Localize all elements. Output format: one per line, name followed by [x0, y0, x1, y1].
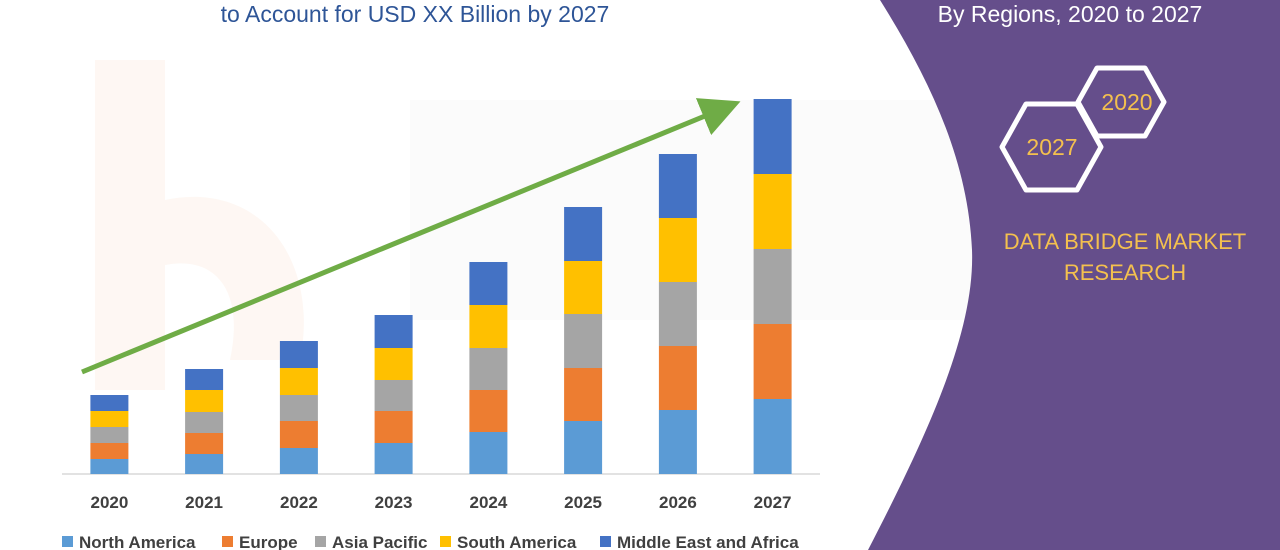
legend-swatch-europe	[222, 536, 233, 547]
bar-segment-2025-north-america	[564, 421, 603, 474]
bar-segment-2024-middle-east-and-africa	[469, 262, 508, 305]
bar-segment-2024-asia-pacific	[469, 348, 508, 390]
bar-segment-2026-south-america	[658, 218, 697, 282]
bar-segment-2021-north-america	[185, 454, 224, 474]
legend-label-asia-pacific: Asia Pacific	[332, 533, 427, 550]
bar-segment-2022-north-america	[279, 448, 318, 474]
x-tick-label-2023: 2023	[375, 493, 413, 512]
bar-stack-group	[90, 99, 792, 474]
badge-2020-label: 2020	[1101, 89, 1152, 115]
bar-segment-2020-south-america	[90, 411, 129, 427]
bar-segment-2020-europe	[90, 443, 129, 459]
legend-swatch-south-america	[440, 536, 451, 547]
legend-label-europe: Europe	[239, 533, 298, 550]
x-tick-labels: 2020 2021 2022 2023 2024 2025 2026 2027	[90, 493, 791, 512]
bar-segment-2021-asia-pacific	[185, 412, 224, 433]
bar-segment-2023-south-america	[374, 348, 413, 380]
x-tick-label-2024: 2024	[469, 493, 507, 512]
bar-segment-2022-europe	[279, 421, 318, 448]
bar-segment-2021-europe	[185, 433, 224, 454]
bar-segment-2027-south-america	[753, 174, 792, 249]
bar-segment-2022-south-america	[279, 368, 318, 395]
legend-swatch-asia-pacific	[315, 536, 326, 547]
bar-segment-2025-asia-pacific	[564, 314, 603, 368]
bar-segment-2020-middle-east-and-africa	[90, 395, 129, 411]
bar-segment-2021-south-america	[185, 390, 224, 412]
bar-segment-2027-middle-east-and-africa	[753, 99, 792, 174]
bar-segment-2023-europe	[374, 411, 413, 443]
x-tick-label-2020: 2020	[90, 493, 128, 512]
x-tick-label-2027: 2027	[754, 493, 792, 512]
chart-legend: North America Europe Asia Pacific South Ame…	[62, 533, 799, 550]
legend-label-south-america: South America	[457, 533, 577, 550]
trend-arrow	[81, 98, 741, 375]
bar-segment-2025-middle-east-and-africa	[564, 207, 603, 261]
bar-segment-2026-middle-east-and-africa	[658, 154, 697, 218]
legend-label-middle-east-and-africa: Middle East and Africa	[617, 533, 799, 550]
bar-segment-2025-south-america	[564, 261, 603, 314]
x-tick-label-2026: 2026	[659, 493, 697, 512]
bar-segment-2022-middle-east-and-africa	[279, 341, 318, 368]
bar-segment-2027-asia-pacific	[753, 249, 792, 324]
bar-segment-2020-north-america	[90, 459, 129, 474]
hexagon-badge-2027	[999, 101, 1104, 193]
bar-segment-2024-south-america	[469, 305, 508, 348]
legend-swatch-middle-east-and-africa	[600, 536, 611, 547]
bar-segment-2023-north-america	[374, 443, 413, 474]
bar-segment-2026-asia-pacific	[658, 282, 697, 346]
badge-2027-label: 2027	[1026, 134, 1077, 160]
panel-subtitle: By Regions, 2020 to 2027	[937, 1, 1203, 27]
watermark-logo	[95, 60, 304, 390]
side-panel	[868, 0, 1280, 550]
bar-segment-2024-north-america	[469, 432, 508, 474]
brand-name: DATA BRIDGE MARKET RESEARCH	[1003, 229, 1247, 285]
bar-segment-2023-middle-east-and-africa	[374, 315, 413, 348]
bar-segment-2025-europe	[564, 368, 603, 421]
bar-segment-2021-middle-east-and-africa	[185, 369, 224, 390]
bar-segment-2024-europe	[469, 390, 508, 432]
bar-segment-2027-north-america	[753, 399, 792, 474]
bar-segment-2027-europe	[753, 324, 792, 399]
x-tick-label-2021: 2021	[185, 493, 223, 512]
legend-label-north-america: North America	[79, 533, 196, 550]
bar-segment-2022-asia-pacific	[279, 395, 318, 421]
bar-segment-2026-europe	[658, 346, 697, 410]
bar-segment-2020-asia-pacific	[90, 427, 129, 443]
bar-segment-2026-north-america	[658, 410, 697, 474]
chart-title: to Account for USD XX Billion by 2027	[220, 1, 610, 27]
x-tick-label-2025: 2025	[564, 493, 602, 512]
x-tick-label-2022: 2022	[280, 493, 318, 512]
legend-swatch-north-america	[62, 536, 73, 547]
bar-segment-2023-asia-pacific	[374, 380, 413, 411]
